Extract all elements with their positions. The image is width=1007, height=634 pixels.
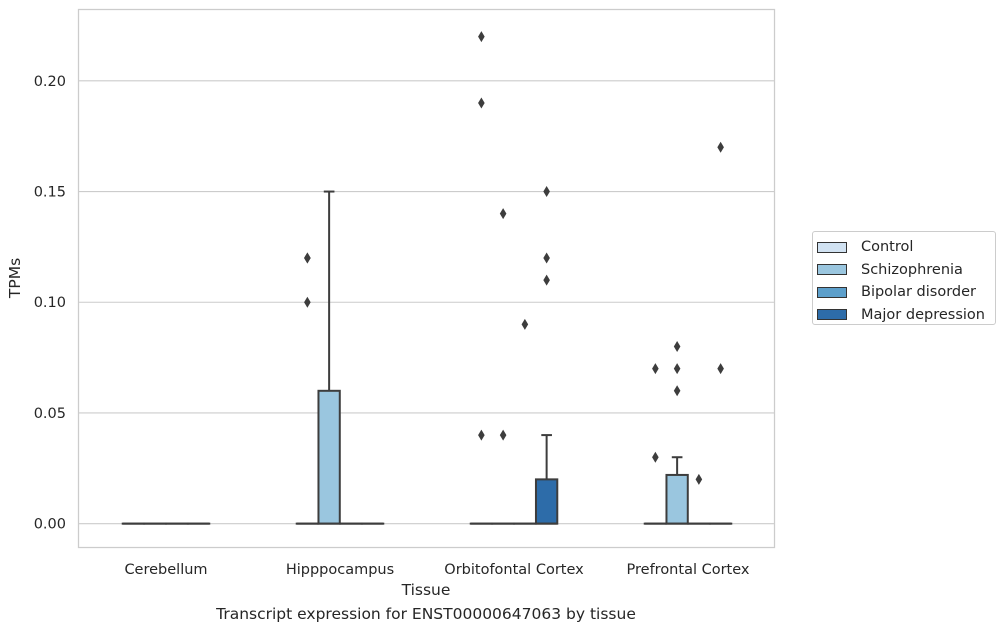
legend: Control Schizophrenia Bipolar disorder M… [812, 231, 996, 325]
legend-label-schizophrenia: Schizophrenia [861, 261, 963, 278]
box [665, 473, 689, 525]
legend-label-control: Control [861, 239, 914, 256]
box-group [469, 31, 494, 525]
outlier-point [521, 318, 529, 330]
x-tick-label: Cerebellum [124, 562, 207, 578]
outlier-point [652, 363, 659, 375]
box-group [491, 208, 515, 525]
legend-item-major-depression: Major depression [817, 304, 995, 327]
outlier-point [673, 385, 681, 397]
box-group [317, 190, 341, 525]
outlier-point [478, 31, 485, 43]
chart-caption: Transcript expression for ENST0000064706… [216, 605, 636, 623]
legend-item-bipolar-disorder: Bipolar disorder [817, 281, 995, 304]
box [317, 389, 341, 525]
legend-swatch-control [817, 241, 847, 253]
y-tick-label: 0.05 [34, 406, 66, 422]
outlier-point [717, 141, 724, 153]
outlier-point [543, 252, 550, 264]
legend-label-major-depression: Major depression [861, 306, 985, 323]
outlier-point [652, 451, 659, 463]
outlier-point [543, 274, 550, 286]
boxes [121, 31, 733, 525]
x-tick-label: Orbitofontal Cortex [444, 562, 584, 578]
outlier-point [543, 186, 550, 198]
legend-item-control: Control [817, 236, 995, 259]
box-group [513, 318, 537, 525]
outlier-point [499, 429, 507, 441]
x-tick-label: Hipppocampus [286, 562, 394, 578]
box-group [687, 473, 711, 525]
box-group [534, 186, 559, 525]
outlier-point [304, 252, 311, 264]
y-tick-label: 0.15 [34, 185, 66, 201]
y-tick-label: 0.00 [34, 517, 66, 533]
outlier-point [499, 208, 507, 220]
y-tick-label: 0.10 [34, 295, 66, 311]
box-group [643, 363, 668, 525]
outlier-point [304, 296, 311, 308]
legend-swatch-schizophrenia [817, 264, 847, 276]
y-axis-ticks: 0.00 0.05 0.10 0.15 0.20 [34, 74, 66, 533]
box [534, 478, 559, 525]
legend-swatch-bipolar-disorder [817, 286, 847, 298]
outlier-point [673, 341, 681, 353]
x-axis-ticks: Cerebellum Hipppocampus Orbitofontal Corte… [124, 562, 749, 578]
box-group [708, 141, 733, 525]
legend-swatch-major-depression [817, 309, 847, 321]
x-axis-label: Tissue [401, 581, 451, 599]
box-group [665, 341, 689, 525]
outlier-point [673, 363, 681, 375]
outlier-point [695, 473, 703, 485]
outlier-point [478, 429, 485, 441]
legend-label-bipolar-disorder: Bipolar disorder [861, 284, 976, 301]
legend-item-schizophrenia: Schizophrenia [817, 259, 995, 282]
axes-frame [77, 8, 776, 549]
box-group [295, 252, 320, 525]
gridlines [79, 80, 775, 525]
outlier-point [478, 97, 485, 109]
y-axis-label: TPMs [6, 258, 24, 299]
x-tick-label: Prefrontal Cortex [627, 562, 750, 578]
outlier-point [717, 363, 724, 375]
y-tick-label: 0.20 [34, 74, 66, 90]
